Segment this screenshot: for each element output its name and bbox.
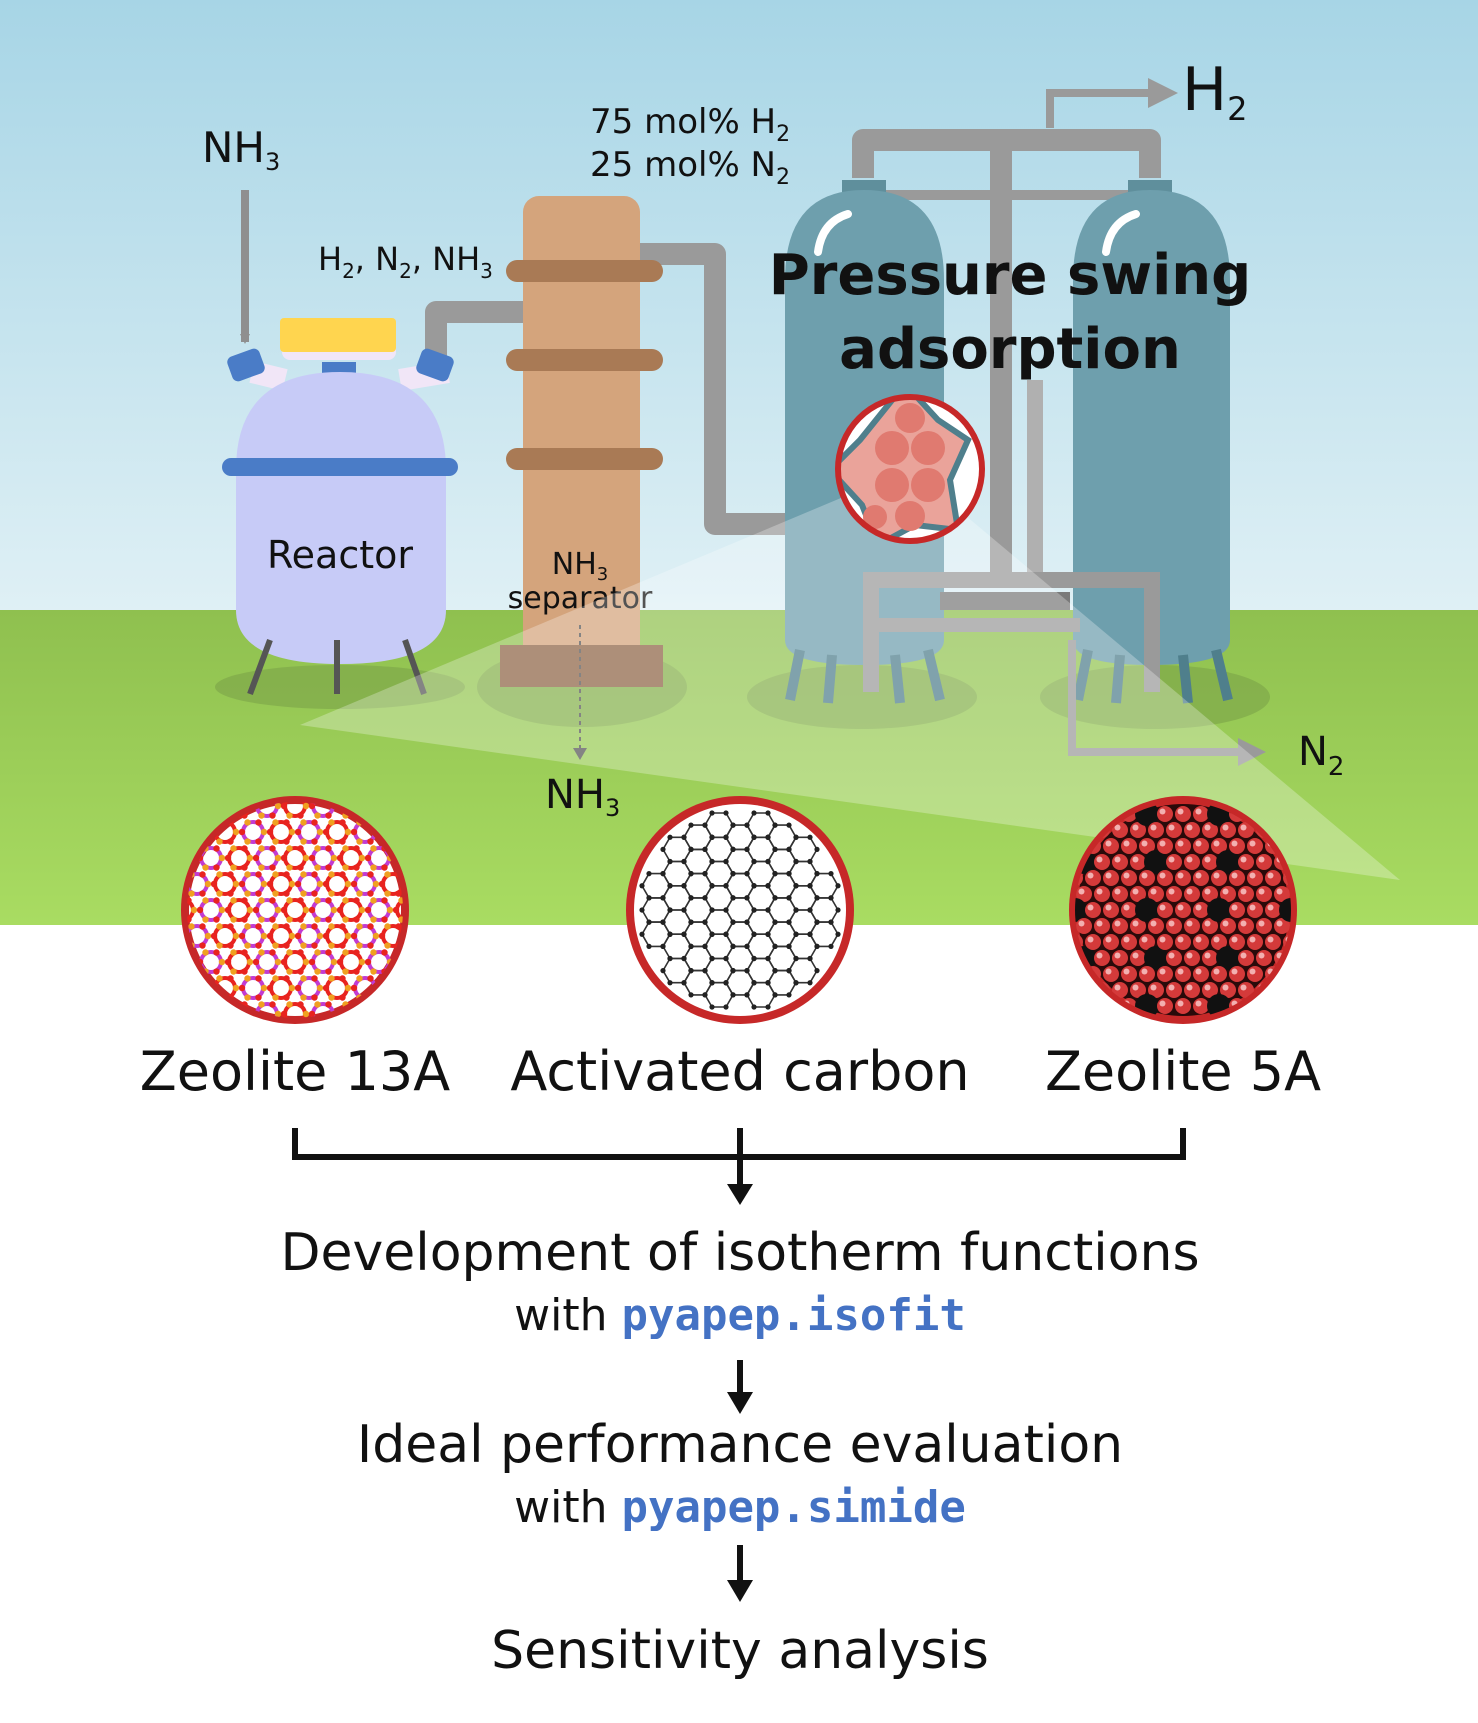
separator-label-line1: NH3 <box>552 547 608 585</box>
n2-product-label: N2 <box>1298 729 1344 782</box>
psa-vessel-right <box>1073 180 1233 704</box>
separator-bottom-label: NH3 <box>545 772 620 822</box>
nh3-separator-column: NH3 separator <box>500 196 663 687</box>
separator-drain-arrowhead <box>573 748 587 760</box>
vessel-right-shadow <box>1040 665 1270 729</box>
pipe-column-psa <box>640 243 790 535</box>
adsorbent-zoom-inset <box>835 394 985 544</box>
h2-outlet-arrowhead <box>1148 78 1178 108</box>
flow-arrow-3 <box>727 1580 753 1602</box>
composition-line2: 25 mol% N2 <box>590 145 790 190</box>
workflow-step-2-tool: with pyapep.simide <box>514 1482 966 1533</box>
workflow-step-1-title: Development of isotherm functions <box>280 1223 1199 1283</box>
vessel-left-shadow <box>747 665 977 729</box>
feed-label: NH3 <box>202 123 280 176</box>
activated-carbon-image <box>626 796 854 1024</box>
psa-bottom-frame <box>863 572 1160 692</box>
reactor-outlet-label: H2, N2, NH3 <box>318 240 493 283</box>
adsorbent-label-zeolite-13a: Zeolite 13A <box>140 1040 451 1103</box>
separator-label-line2: separator <box>508 581 653 616</box>
flow-arrow-2 <box>727 1392 753 1414</box>
reactor-label: Reactor <box>267 533 413 577</box>
zeolite-5a-image <box>1069 796 1297 1024</box>
psa-title-line2: adsorption <box>839 317 1181 382</box>
psa-center-pipe <box>990 140 1012 580</box>
psa-title-line1: Pressure swing <box>769 243 1251 308</box>
adsorbent-label-activated-carbon: Activated carbon <box>510 1040 969 1103</box>
psa-center-pipe-2 <box>1027 380 1043 580</box>
composition-line1: 75 mol% H2 <box>590 102 790 147</box>
workflow-step-1-tool: with pyapep.isofit <box>514 1290 966 1341</box>
flow-arrow-1 <box>727 1184 753 1205</box>
workflow-step-3-title: Sensitivity analysis <box>491 1621 989 1681</box>
pipe-reactor-column <box>425 301 528 358</box>
workflow-step-2-title: Ideal performance evaluation <box>357 1415 1123 1475</box>
zoom-cone <box>300 469 1400 880</box>
psa-bottom-block <box>940 592 1070 610</box>
n2-outlet-pipe <box>1068 640 1240 756</box>
adsorbent-label-zeolite-5a: Zeolite 5A <box>1045 1040 1321 1103</box>
h2-product-label: H2 <box>1182 55 1247 128</box>
n2-outlet-arrowhead <box>1238 738 1266 766</box>
h2-outlet-pipe <box>1046 89 1150 128</box>
reactor: Reactor <box>222 318 458 696</box>
